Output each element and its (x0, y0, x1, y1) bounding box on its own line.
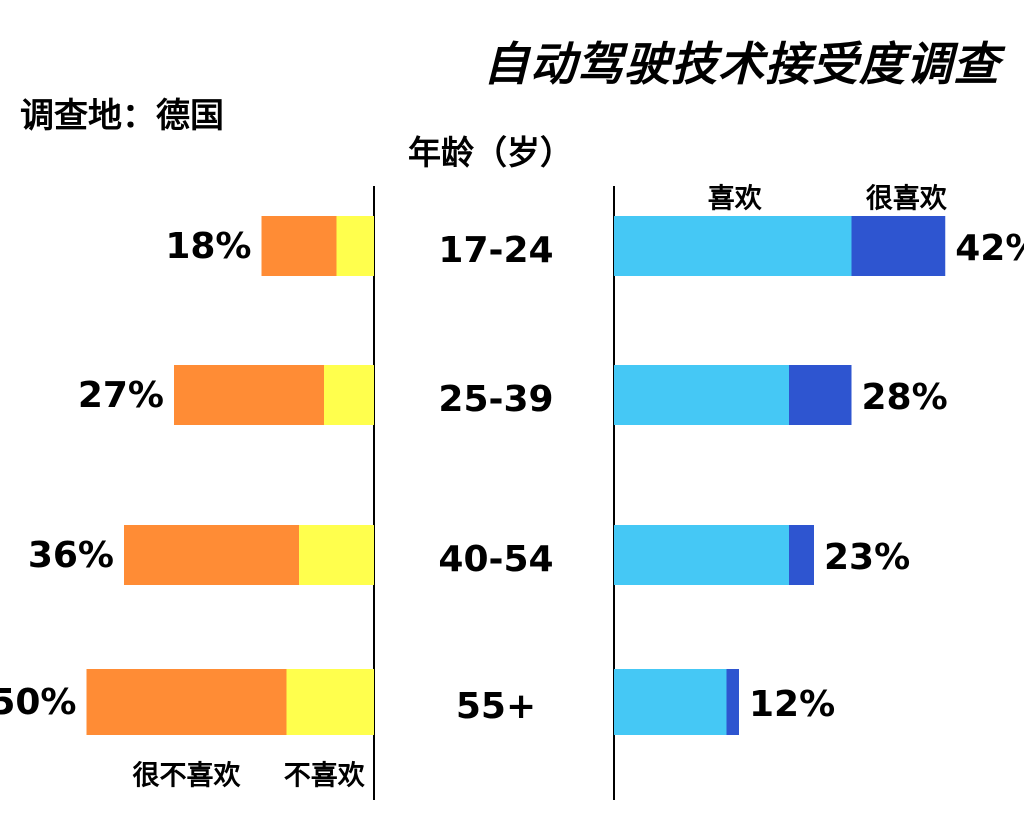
bar-dislike (299, 525, 374, 585)
left-total-label: 18% (165, 226, 251, 267)
bar-like (614, 365, 789, 425)
bar-dislike (336, 216, 374, 276)
bar-dislike (324, 365, 374, 425)
bar-very-dislike (174, 365, 324, 425)
age-axis-label: 年龄（岁） (408, 133, 573, 172)
bar-very-like (726, 669, 739, 735)
left-total-label: 50% (0, 682, 77, 723)
bar-dislike (286, 669, 374, 735)
bar-very-dislike (86, 669, 287, 735)
chart-title: 自动驾驶技术接受度调查 (483, 37, 1000, 91)
legend-dislike: 不喜欢 (284, 761, 366, 792)
legend-very-dislike: 很不喜欢 (133, 761, 242, 792)
right-total-label: 23% (824, 537, 910, 578)
bar-very-like (789, 525, 814, 585)
bar-like (614, 525, 789, 585)
right-total-label: 28% (862, 377, 948, 418)
category-label: 40-54 (438, 539, 553, 580)
right-total-label: 12% (749, 684, 835, 725)
bar-like (614, 216, 852, 276)
category-label: 55+ (456, 686, 536, 727)
category-label: 17-24 (438, 230, 553, 271)
category-label: 25-39 (438, 379, 553, 420)
bar-like (614, 669, 727, 735)
bar-very-like (789, 365, 852, 425)
bar-very-dislike (124, 525, 299, 585)
left-total-label: 36% (28, 535, 114, 576)
bar-very-like (851, 216, 946, 276)
legend-like: 喜欢 (708, 184, 763, 215)
legend-very-like: 很喜欢 (866, 184, 948, 215)
left-total-label: 27% (78, 375, 164, 416)
bar-very-dislike (261, 216, 337, 276)
right-total-label: 42% (955, 228, 1024, 269)
chart-subtitle: 调查地：德国 (20, 96, 224, 136)
